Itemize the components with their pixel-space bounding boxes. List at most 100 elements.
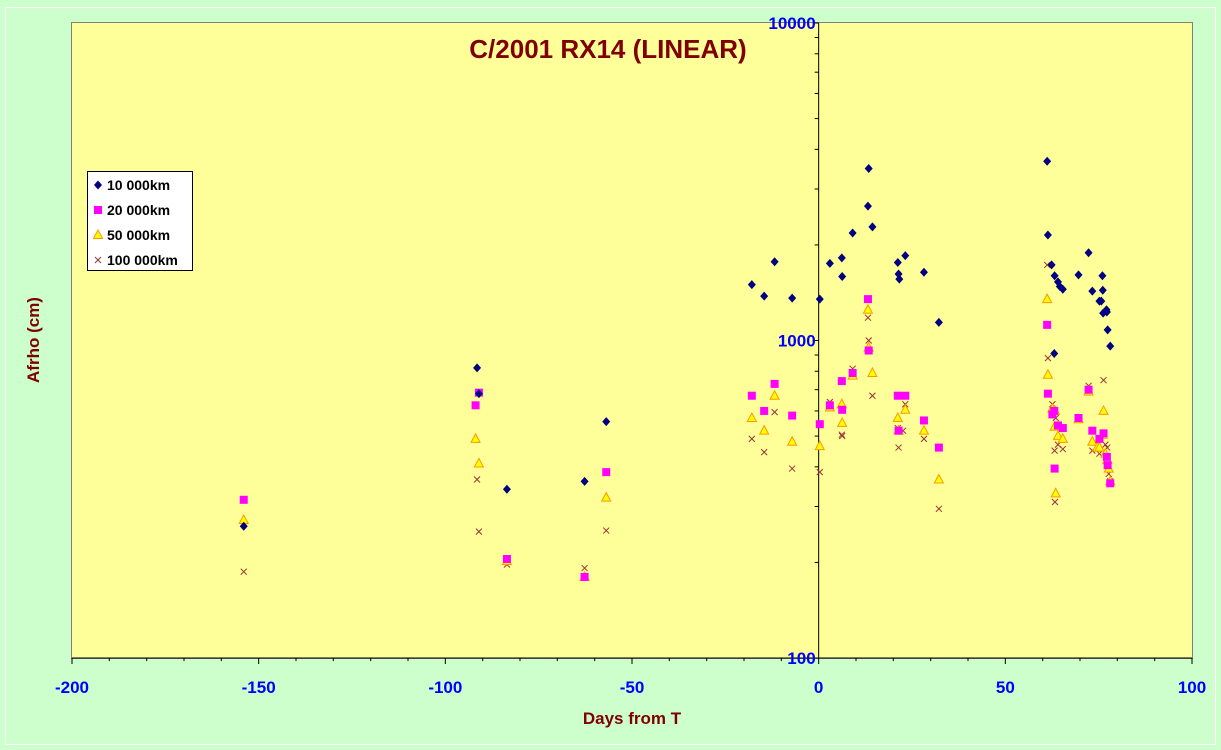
legend-label: 100 000km [107, 252, 178, 268]
data-point [919, 267, 928, 277]
legend-box [87, 171, 193, 271]
data-point [895, 274, 904, 284]
data-point [769, 389, 780, 400]
data-point [1084, 248, 1093, 258]
marker-stroke [935, 505, 943, 513]
marker-stroke [760, 448, 768, 456]
data-point [865, 337, 873, 344]
x-tick-label: -150 [242, 678, 276, 697]
data-point [864, 164, 873, 174]
data-point [602, 468, 611, 477]
marker-stroke [838, 431, 846, 439]
data-point [602, 527, 610, 534]
data-point [816, 468, 824, 476]
data-point [837, 377, 846, 386]
data-point [864, 314, 872, 322]
data-point [1051, 447, 1058, 454]
data-point [934, 443, 943, 452]
data-point [920, 435, 928, 443]
data-point [1044, 354, 1052, 362]
data-point [240, 568, 248, 576]
data-point [239, 521, 248, 531]
data-point [899, 403, 911, 414]
data-point [815, 420, 824, 429]
data-point [758, 424, 770, 435]
data-point [1050, 271, 1059, 281]
legend-marker [94, 180, 102, 190]
legend-label: 20 000km [107, 202, 170, 218]
data-point [1043, 156, 1052, 166]
data-point [771, 408, 778, 416]
data-point [1042, 368, 1054, 379]
marker-stroke [240, 568, 248, 576]
data-point [1043, 230, 1052, 240]
series-square [239, 295, 1115, 581]
y-tick-label: 100 [787, 649, 815, 668]
data-point [1043, 389, 1052, 398]
data-point [746, 411, 758, 423]
marker-stroke [1043, 261, 1051, 269]
data-point [748, 435, 756, 443]
data-point [1098, 285, 1107, 295]
data-point [838, 432, 846, 440]
data-point [1058, 284, 1067, 294]
x-tick-label: -200 [55, 678, 89, 697]
data-point [581, 564, 588, 572]
figure-border [5, 7, 1216, 745]
data-point [1106, 479, 1115, 488]
data-point [1043, 261, 1051, 269]
data-point [770, 257, 779, 267]
data-point [1102, 452, 1111, 461]
data-point [1050, 464, 1059, 473]
marker-stroke [865, 337, 873, 344]
data-point [1086, 435, 1098, 446]
data-point [867, 366, 878, 378]
data-point [1102, 307, 1111, 317]
data-point [1050, 349, 1059, 359]
marker-stroke [838, 432, 846, 440]
marker-stroke [895, 444, 902, 451]
x-tick-label: 0 [814, 678, 823, 697]
marker-stroke [602, 527, 610, 534]
data-point [760, 448, 768, 456]
legend-label: 10 000km [107, 177, 170, 193]
data-point [1106, 341, 1115, 351]
data-point [1057, 432, 1069, 443]
plot-area [71, 22, 1193, 659]
data-point [1052, 430, 1064, 441]
data-point [471, 401, 480, 410]
data-point [864, 346, 873, 355]
marker-stroke [869, 392, 876, 400]
data-point [473, 457, 485, 468]
data-point [868, 222, 877, 232]
data-point [1094, 441, 1105, 452]
data-point [470, 432, 481, 443]
data-point [239, 495, 248, 504]
data-point [1053, 421, 1062, 430]
marker-stroke [771, 408, 778, 416]
data-point [863, 201, 872, 211]
data-point [1059, 445, 1067, 453]
data-point [815, 294, 824, 304]
data-point [1084, 385, 1093, 394]
data-point [770, 379, 779, 388]
marker-stroke [473, 476, 481, 483]
data-point [1074, 414, 1083, 423]
data-point [1099, 429, 1108, 438]
data-point [502, 484, 511, 494]
x-tick-label: -100 [428, 678, 462, 697]
data-point [837, 253, 846, 263]
legend: 10 000km 20 000km 50 000km 100 000km [87, 171, 193, 271]
data-point [788, 293, 797, 303]
data-point [893, 258, 902, 268]
data-point [502, 555, 511, 564]
data-point [786, 435, 798, 446]
data-point [918, 424, 930, 435]
data-point [1098, 404, 1109, 415]
y-tick-label: 10000 [768, 14, 815, 33]
data-point [788, 411, 797, 420]
data-point [862, 303, 874, 314]
legend-marker [94, 256, 102, 264]
data-point [863, 295, 872, 304]
